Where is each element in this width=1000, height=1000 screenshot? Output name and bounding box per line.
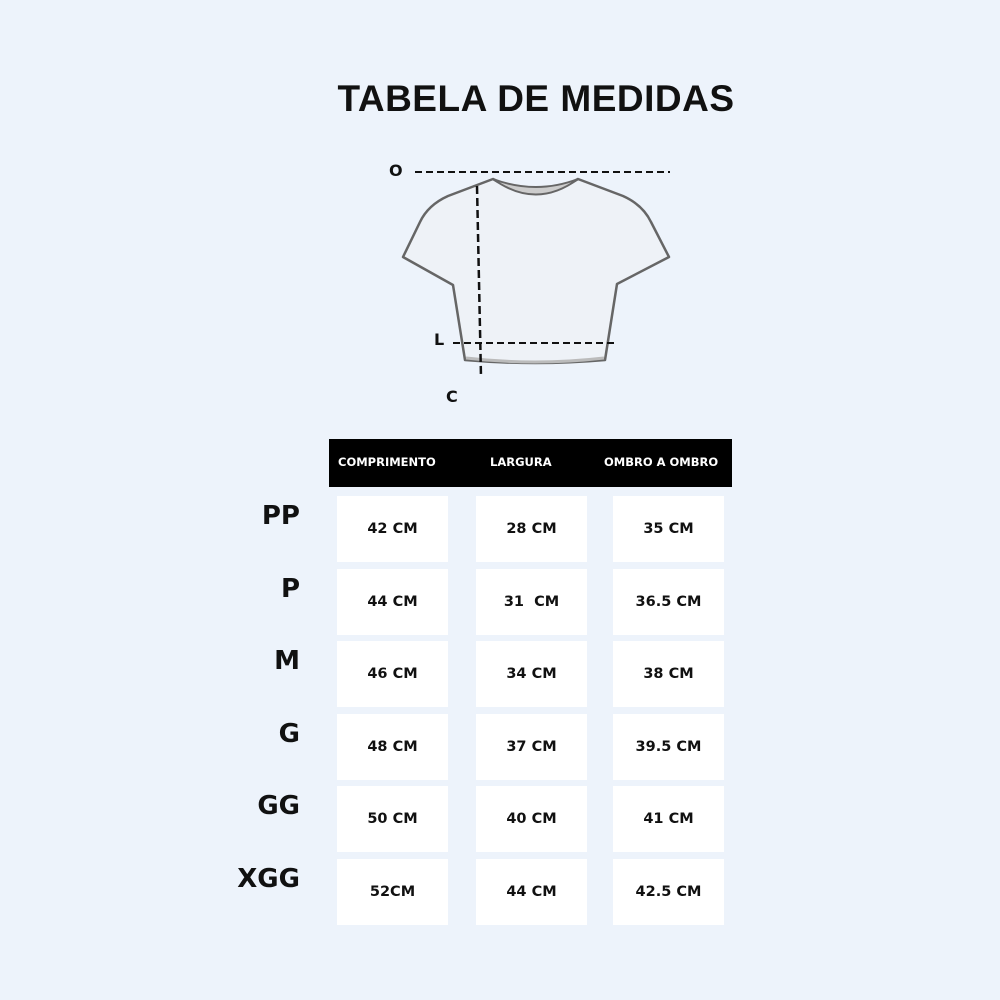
table-cell: 44 CM (476, 859, 587, 925)
size-label: M (274, 646, 300, 676)
page-title: TABELA DE MEDIDAS (337, 78, 735, 119)
header-largura: LARGURA (490, 455, 552, 469)
table-cell: 44 CM (337, 569, 448, 635)
header-comprimento: COMPRIMENTO (338, 455, 436, 469)
table-cell: 36.5 CM (613, 569, 724, 635)
shoulder-label: O (389, 161, 403, 180)
table-cell: 46 CM (337, 641, 448, 707)
table-cell: 39.5 CM (613, 714, 724, 780)
size-label: XGG (237, 864, 300, 894)
table-cell: 41 CM (613, 786, 724, 852)
table-cell: 42 CM (337, 496, 448, 562)
size-label: G (278, 719, 300, 749)
shirt-outline-icon (401, 177, 671, 365)
table-cell: 42.5 CM (613, 859, 724, 925)
table-cell: 35 CM (613, 496, 724, 562)
table-cell: 50 CM (337, 786, 448, 852)
width-label: L (434, 330, 445, 349)
size-label: P (280, 574, 300, 604)
table-cell: 48 CM (337, 714, 448, 780)
crop-top-diagram (401, 171, 671, 378)
table-cell: 37 CM (476, 714, 587, 780)
size-label: GG (257, 791, 300, 821)
table-cell: 40 CM (476, 786, 587, 852)
length-label: C (446, 387, 458, 406)
length-measure-line (475, 185, 483, 378)
header-ombro: OMBRO A OMBRO (604, 455, 719, 469)
table-cell: 31 CM (476, 569, 587, 635)
table-cell: 52CM (337, 859, 448, 925)
table-cell: 28 CM (476, 496, 587, 562)
size-label: PP (261, 501, 300, 531)
table-cell: 34 CM (476, 641, 587, 707)
table-cell: 38 CM (613, 641, 724, 707)
table-header: COMPRIMENTO LARGURA OMBRO A OMBRO (329, 439, 732, 487)
